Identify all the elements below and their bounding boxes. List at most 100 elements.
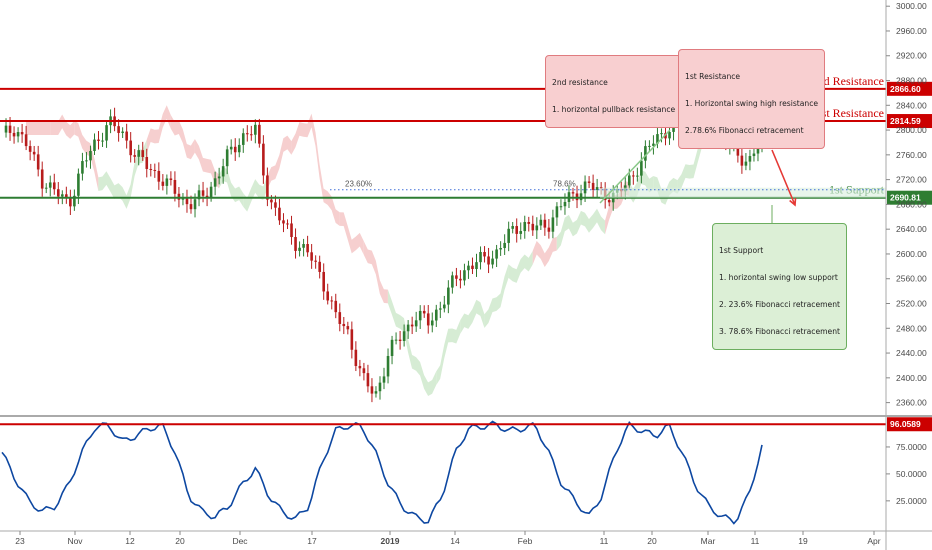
price-tick-label: 2880.00 — [896, 76, 927, 86]
candle-body — [121, 131, 124, 133]
cloud-segment — [122, 139, 147, 209]
candle-body — [595, 187, 599, 190]
candle-body — [455, 275, 458, 279]
candle-body — [551, 217, 555, 232]
callout-2nd-resistance-line-1: 1. horizontal pullback resistance — [552, 105, 676, 114]
time-tick-label: Mar — [701, 536, 716, 546]
candle-body — [185, 197, 189, 205]
candle-body — [286, 223, 289, 225]
price-tick-label: 2440.00 — [896, 348, 927, 358]
candle-body — [386, 356, 390, 377]
oscillator-line — [1, 420, 763, 525]
price-tick-label: 2560.00 — [896, 274, 927, 284]
cloud-segment — [556, 210, 581, 251]
candle-body — [141, 150, 145, 157]
candle-body — [354, 349, 358, 367]
candle-body — [479, 252, 482, 263]
cloud-segment — [387, 289, 413, 369]
cloud-segment — [508, 251, 533, 283]
candle-body — [213, 178, 217, 187]
candle-body — [274, 202, 277, 208]
cloud-segment — [26, 121, 51, 136]
arrow-line — [771, 149, 796, 206]
candle-body — [378, 382, 382, 392]
time-tick-label: 20 — [647, 536, 657, 546]
candle-body — [12, 132, 16, 137]
candle-body — [290, 223, 293, 238]
candle-body — [447, 287, 450, 305]
callout-1st-support-title: 1st Support — [719, 246, 764, 255]
candle-body — [640, 160, 643, 176]
callout-2nd-resistance-title: 2nd resistance — [552, 78, 608, 87]
candle-body — [507, 228, 510, 243]
level-tag-bg — [887, 190, 932, 205]
time-tick-label: 2019 — [381, 536, 400, 546]
candle-body — [36, 154, 40, 170]
candle-body — [467, 265, 470, 271]
candle-body — [402, 331, 406, 341]
candle-body — [8, 125, 12, 133]
candle-body — [318, 261, 321, 272]
candle-body — [571, 192, 575, 194]
candle-body — [16, 132, 20, 137]
candle-body — [97, 139, 100, 141]
time-tick-label: 12 — [125, 536, 135, 546]
time-tick-label: 11 — [600, 536, 609, 546]
candle-body — [607, 200, 611, 203]
callout-1st-resistance-line-2: 2.78.6% Fibonacci retracement — [685, 126, 804, 135]
candle-body — [266, 175, 269, 200]
candle-body — [145, 156, 149, 169]
candle-body — [326, 291, 330, 301]
cloud-segment — [580, 208, 606, 235]
oscillator-panel: 96.0589 — [0, 417, 932, 525]
callout-1st-resistance: 1st Resistance 1. Horizontal swing high … — [678, 49, 826, 149]
price-tick-label: 2800.00 — [896, 125, 927, 135]
osc-tick-label: 50.0000 — [896, 469, 927, 479]
candle-body — [93, 139, 96, 151]
candle-body — [394, 339, 398, 341]
candle-body — [346, 326, 350, 330]
candle-body — [169, 178, 173, 180]
cloud-segment — [267, 135, 292, 190]
time-tick-label: Nov — [67, 536, 83, 546]
candle-body — [193, 199, 197, 210]
candle-body — [149, 168, 153, 170]
candle-body — [652, 143, 655, 146]
cloud-segment — [436, 320, 461, 386]
osc-tick-label: 25.0000 — [896, 496, 927, 506]
cloud-segment — [98, 171, 123, 201]
time-tick-label: 19 — [798, 536, 808, 546]
candle-body — [40, 169, 44, 189]
candle-body — [744, 161, 748, 166]
cloud-segment — [194, 139, 220, 189]
cloud-segment — [339, 212, 364, 255]
candle-body — [756, 144, 760, 154]
candle-body — [250, 134, 253, 136]
cloud-segment — [484, 264, 509, 328]
price-tick-label: 2600.00 — [896, 249, 927, 259]
candle-body — [559, 206, 563, 208]
candle-body — [334, 300, 338, 313]
trendline — [599, 129, 671, 204]
candle-body — [173, 179, 177, 194]
cloud-segment — [50, 114, 75, 139]
candle-body — [547, 227, 551, 232]
candle-body — [515, 226, 519, 234]
candle-body — [52, 182, 56, 190]
callout-1st-support-line-3: 3. 78.6% Fibonacci retracement — [719, 327, 841, 336]
cloud-segment — [170, 115, 195, 160]
price-tick-label: 2400.00 — [896, 373, 927, 383]
candle-body — [298, 247, 301, 251]
candle-body — [4, 125, 8, 133]
candle-body — [101, 140, 104, 142]
cloud-segment — [291, 113, 316, 155]
candle-body — [398, 339, 402, 341]
candle-body — [523, 222, 527, 232]
price-tick-label: 2640.00 — [896, 224, 927, 234]
cloud-segment — [677, 134, 702, 194]
candle-body — [233, 146, 237, 153]
candle-body — [73, 195, 76, 207]
candle-body — [330, 300, 334, 302]
cloud-segment — [243, 175, 268, 212]
candle-body — [197, 190, 201, 200]
